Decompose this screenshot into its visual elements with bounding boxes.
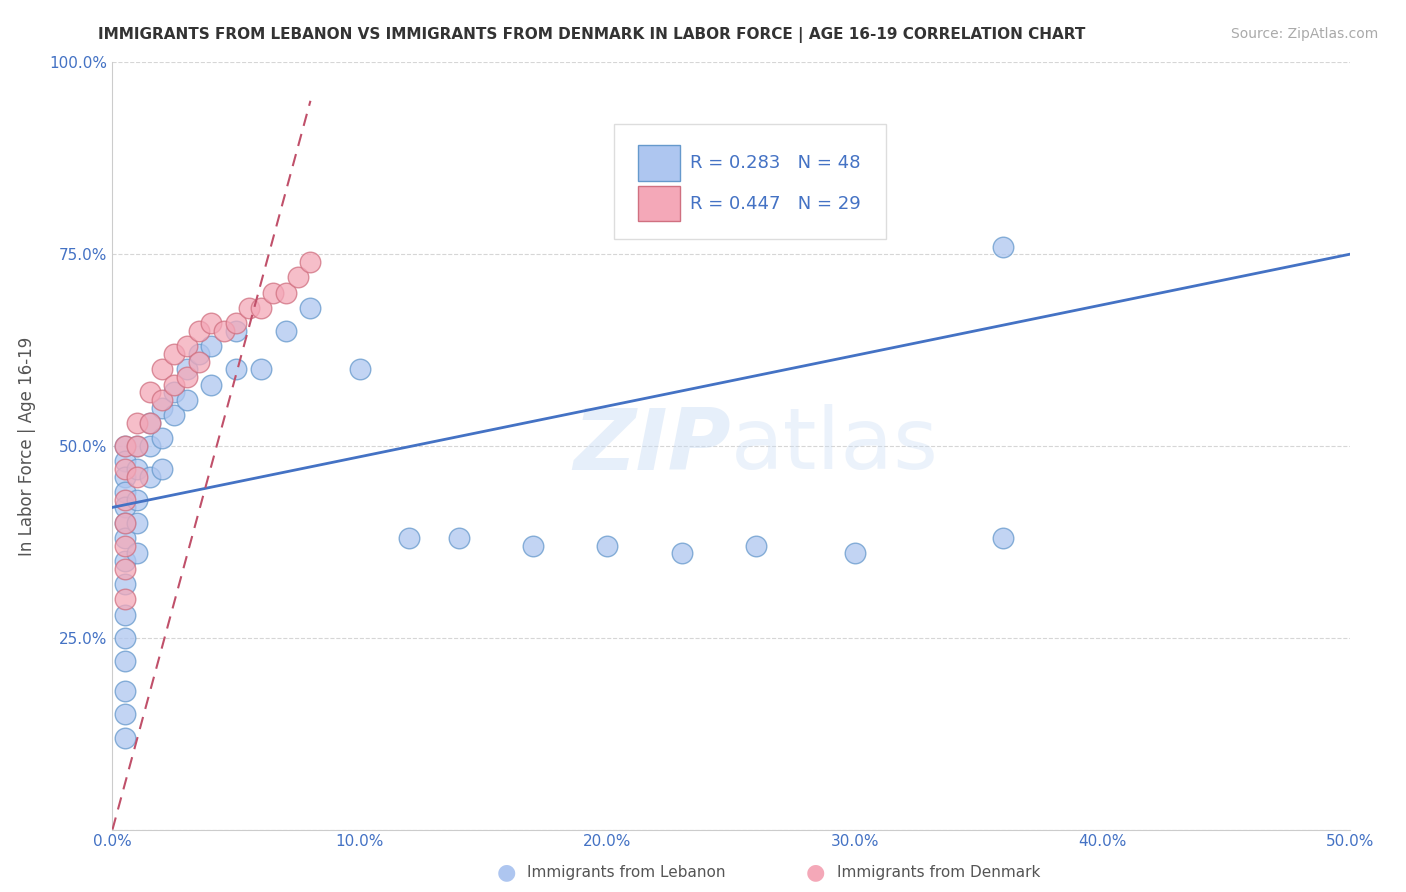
Point [671,546,693,560]
Point [349,362,371,376]
Point [114,454,136,468]
Point [114,516,136,530]
Text: Immigrants from Denmark: Immigrants from Denmark [837,865,1040,880]
Point [163,385,186,400]
Point [127,462,149,476]
Point [238,301,260,315]
Point [127,546,149,560]
Point [176,370,198,384]
Point [114,607,136,622]
Point [114,462,136,476]
Point [114,731,136,745]
Point [188,347,211,361]
Point [299,301,322,315]
Point [274,285,297,300]
Point [176,362,198,376]
Text: ●: ● [806,863,825,882]
Text: atlas: atlas [731,404,939,488]
FancyBboxPatch shape [613,124,886,239]
Point [114,554,136,568]
Point [114,707,136,722]
Point [200,339,222,353]
Point [114,631,136,645]
Point [150,401,173,415]
Point [225,316,247,330]
Text: Source: ZipAtlas.com: Source: ZipAtlas.com [1230,27,1378,41]
Point [522,539,544,553]
Point [114,539,136,553]
Text: IMMIGRANTS FROM LEBANON VS IMMIGRANTS FROM DENMARK IN LABOR FORCE | AGE 16-19 CO: IMMIGRANTS FROM LEBANON VS IMMIGRANTS FR… [98,27,1085,43]
Point [212,324,235,338]
Point [114,500,136,515]
Text: ●: ● [496,863,516,882]
Point [138,416,160,430]
Point [176,339,198,353]
Point [127,492,149,507]
Point [138,416,160,430]
Point [287,270,309,285]
Point [150,462,173,476]
Point [114,592,136,607]
Point [225,324,247,338]
Point [127,416,149,430]
Point [114,577,136,591]
Point [163,409,186,423]
Point [150,362,173,376]
Point [163,377,186,392]
Point [176,392,198,407]
Point [188,354,211,368]
Text: R = 0.447   N = 29: R = 0.447 N = 29 [690,194,860,212]
Point [127,469,149,483]
Point [114,492,136,507]
Point [844,546,866,560]
Text: Immigrants from Lebanon: Immigrants from Lebanon [527,865,725,880]
Point [114,531,136,545]
Point [596,539,619,553]
FancyBboxPatch shape [638,145,681,180]
Point [225,362,247,376]
Point [138,385,160,400]
Point [114,485,136,500]
Point [398,531,420,545]
Point [262,285,284,300]
Point [250,301,273,315]
Point [200,316,222,330]
Point [200,377,222,392]
Point [299,255,322,269]
Point [138,469,160,483]
Point [993,239,1015,253]
Point [274,324,297,338]
Point [114,562,136,576]
Point [127,439,149,453]
Point [188,324,211,338]
Point [150,392,173,407]
Point [114,439,136,453]
Point [114,469,136,483]
Point [127,516,149,530]
Point [447,531,470,545]
Text: R = 0.283   N = 48: R = 0.283 N = 48 [690,154,860,172]
Point [150,431,173,445]
Point [114,516,136,530]
Point [114,439,136,453]
Point [127,439,149,453]
Point [163,347,186,361]
Point [138,439,160,453]
Point [745,539,768,553]
Point [250,362,273,376]
Y-axis label: In Labor Force | Age 16-19: In Labor Force | Age 16-19 [18,336,35,556]
Point [114,684,136,698]
Point [114,654,136,668]
FancyBboxPatch shape [638,186,681,221]
Text: ZIP: ZIP [574,404,731,488]
Point [993,531,1015,545]
